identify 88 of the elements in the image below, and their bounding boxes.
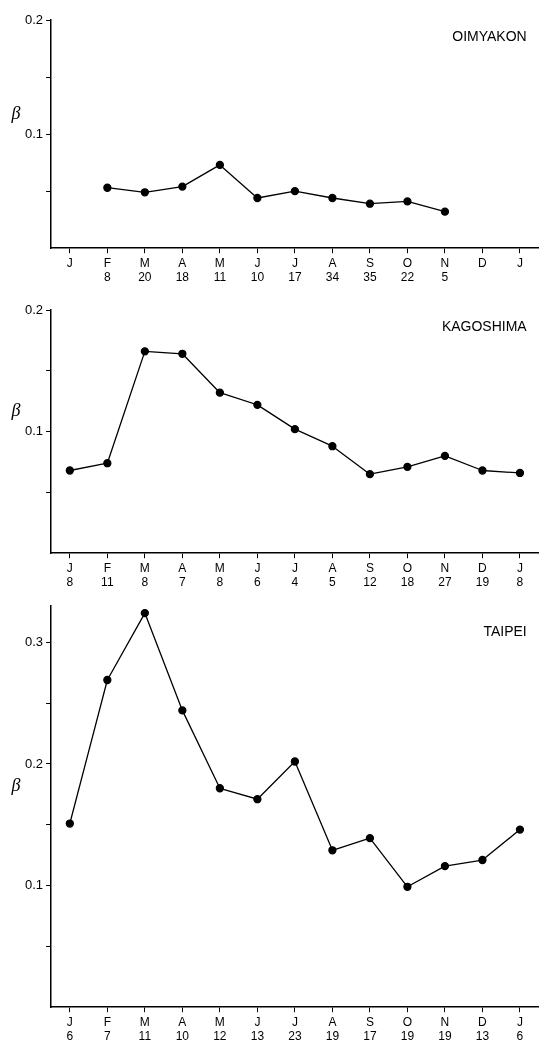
point (290, 425, 300, 434)
point (178, 349, 187, 358)
x-tick-label: M 12 (213, 1014, 227, 1044)
point (178, 706, 187, 715)
x-tick-label: J 13 (250, 1014, 265, 1044)
point (253, 400, 262, 409)
y-axis-title: β (10, 400, 21, 421)
x-tick-label: J 23 (288, 1014, 302, 1044)
point (253, 193, 262, 203)
x-tick-label: J 4 (291, 560, 299, 590)
point (290, 757, 300, 766)
x-tick-label: S 35 (363, 255, 377, 285)
point (215, 784, 225, 793)
x-tick-label: A 7 (178, 560, 187, 590)
point (403, 462, 412, 472)
text: TAIPEI (483, 622, 527, 639)
x-tick-label: F 11 (101, 560, 114, 590)
y-tick-label: 0.1 (24, 877, 44, 893)
x-tick-label: D (478, 255, 488, 270)
point (290, 187, 300, 196)
point (403, 197, 412, 206)
y-tick-label: 0.3 (24, 633, 44, 649)
x-tick-label: J (516, 255, 523, 270)
x-tick-label: J 6 (254, 560, 262, 590)
x-tick-label: A 18 (175, 255, 190, 285)
x-tick-label: O 22 (400, 255, 415, 285)
x-tick-label: A 34 (325, 255, 340, 285)
point (328, 846, 337, 855)
point (215, 160, 225, 170)
point (365, 470, 375, 479)
point (515, 468, 525, 478)
x-tick-label: D 19 (475, 560, 490, 590)
point (440, 451, 450, 461)
point (140, 347, 149, 356)
x-tick-label: O 19 (400, 1014, 415, 1044)
x-tick-label: F 7 (103, 1014, 112, 1044)
x-tick-label: J 6 (516, 1014, 524, 1044)
y-axis-title: β (10, 102, 21, 123)
x-tick-label: S 12 (363, 560, 377, 590)
x-tick-label: M 11 (213, 255, 227, 285)
y-tick-label: 0.2 (24, 11, 44, 27)
x-tick-label: J 17 (288, 255, 302, 285)
x-tick-label: M 8 (214, 560, 225, 590)
x-tick-label: D 13 (475, 1014, 490, 1044)
x-tick-label: J (66, 255, 73, 270)
point (403, 882, 412, 891)
point (328, 193, 337, 203)
y-tick-label: 0.2 (24, 755, 44, 771)
point (328, 442, 337, 451)
x-tick-label: N 5 (440, 255, 450, 285)
x-tick-label: M 11 (138, 1014, 152, 1044)
x-tick-label: A 10 (175, 1014, 190, 1044)
point (365, 833, 375, 843)
x-tick-label: M 20 (138, 255, 152, 285)
x-tick-label: N 27 (438, 560, 452, 590)
point (103, 183, 112, 192)
y-tick-label: 0.1 (24, 125, 44, 141)
y-tick-label: 0.2 (24, 301, 44, 317)
x-tick-label: J 10 (250, 255, 265, 285)
point (478, 466, 487, 475)
point (215, 388, 225, 397)
text: OIMYAKON (452, 27, 527, 44)
point (103, 675, 112, 685)
x-tick-label: J 8 (66, 560, 74, 590)
point (140, 188, 149, 197)
point (440, 861, 450, 871)
point (103, 459, 112, 468)
point (65, 819, 74, 828)
point (140, 608, 149, 618)
x-tick-label: M 8 (139, 560, 150, 590)
x-tick-label: A 19 (325, 1014, 340, 1044)
point (515, 825, 525, 834)
point (365, 199, 375, 208)
x-tick-label: J 6 (66, 1014, 74, 1044)
x-tick-label: A 5 (328, 560, 337, 590)
x-tick-label: J 8 (516, 560, 524, 590)
point (478, 855, 487, 865)
point (65, 466, 74, 475)
point (440, 207, 450, 216)
x-tick-label: O 18 (400, 560, 415, 590)
point (253, 795, 262, 804)
x-tick-label: F 8 (103, 255, 112, 285)
y-axis-title: β (10, 775, 21, 796)
x-tick-label: S 17 (363, 1014, 377, 1044)
text: KAGOSHIMA (441, 317, 528, 334)
point (178, 182, 187, 191)
y-tick-label: 0.1 (24, 423, 44, 439)
x-tick-label: N 19 (438, 1014, 452, 1044)
